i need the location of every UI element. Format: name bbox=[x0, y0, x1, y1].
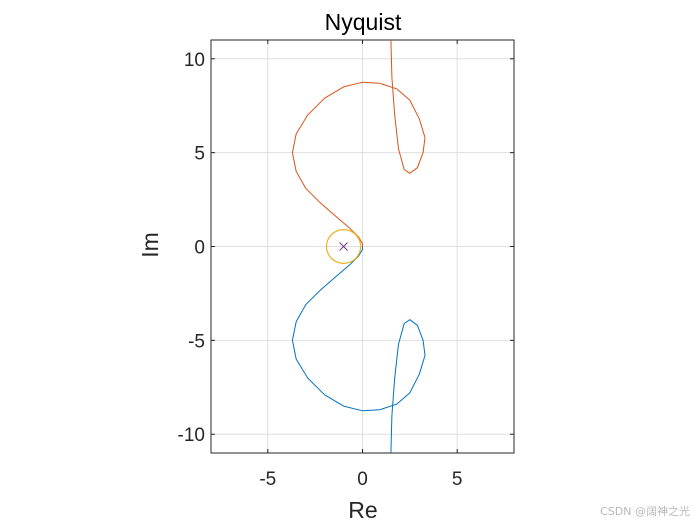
watermark-text: CSDN @阔神之光 bbox=[600, 505, 690, 518]
nyquist-series-1 bbox=[291, 246, 426, 454]
nyquist-series-2 bbox=[291, 39, 426, 247]
critical-point-marker bbox=[339, 242, 348, 251]
x-tick-label: 0 bbox=[357, 469, 368, 490]
x-tick-label: 5 bbox=[452, 469, 463, 490]
y-tick-label: 0 bbox=[194, 238, 205, 259]
y-tick-label: 5 bbox=[194, 144, 205, 165]
tick-layer: -5 0 5 -10 -5 0 5 10 bbox=[178, 40, 514, 490]
y-tick-label: 10 bbox=[184, 50, 205, 71]
x-tick-label: -5 bbox=[259, 469, 276, 490]
y-axis-label: Im bbox=[137, 232, 163, 258]
x-axis-label: Re bbox=[348, 497, 377, 523]
series-layer bbox=[291, 39, 426, 454]
critical-point-stroke bbox=[339, 242, 348, 251]
y-tick-label: -10 bbox=[178, 425, 205, 446]
unit-circle-marker bbox=[325, 229, 362, 264]
y-tick-label: -5 bbox=[188, 331, 205, 352]
chart-title: Nyquist bbox=[325, 9, 402, 35]
